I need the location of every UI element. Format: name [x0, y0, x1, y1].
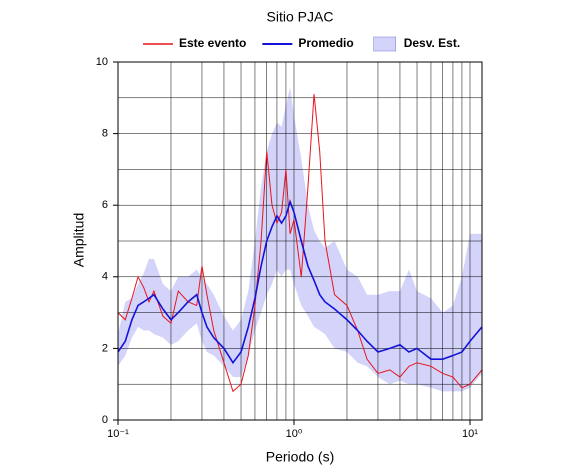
series-line	[117, 199, 483, 365]
legend-label: Desv. Est.	[404, 36, 460, 50]
x-axis-label: Periodo (s)	[266, 449, 334, 465]
plot-frame	[117, 61, 483, 421]
x-tick-label: 10⁰	[286, 428, 303, 440]
x-tick-label: 10¹	[462, 428, 478, 440]
y-tick-label: 0	[102, 414, 108, 426]
y-axis-label: Amplitud	[71, 213, 87, 267]
y-tick-label: 6	[102, 199, 108, 211]
y-tick-label: 4	[102, 271, 108, 283]
legend-label: Este evento	[179, 36, 246, 50]
legend-label: Promedio	[298, 36, 353, 50]
std-band	[118, 87, 482, 392]
y-tick-label: 8	[102, 128, 108, 140]
y-tick-label: 10	[96, 56, 108, 68]
series-line	[117, 94, 483, 393]
chart-title: Sitio PJAC	[267, 9, 334, 25]
x-tick-label: 10⁻¹	[107, 428, 129, 440]
y-tick-label: 2	[102, 342, 108, 354]
legend-swatch	[373, 36, 396, 52]
